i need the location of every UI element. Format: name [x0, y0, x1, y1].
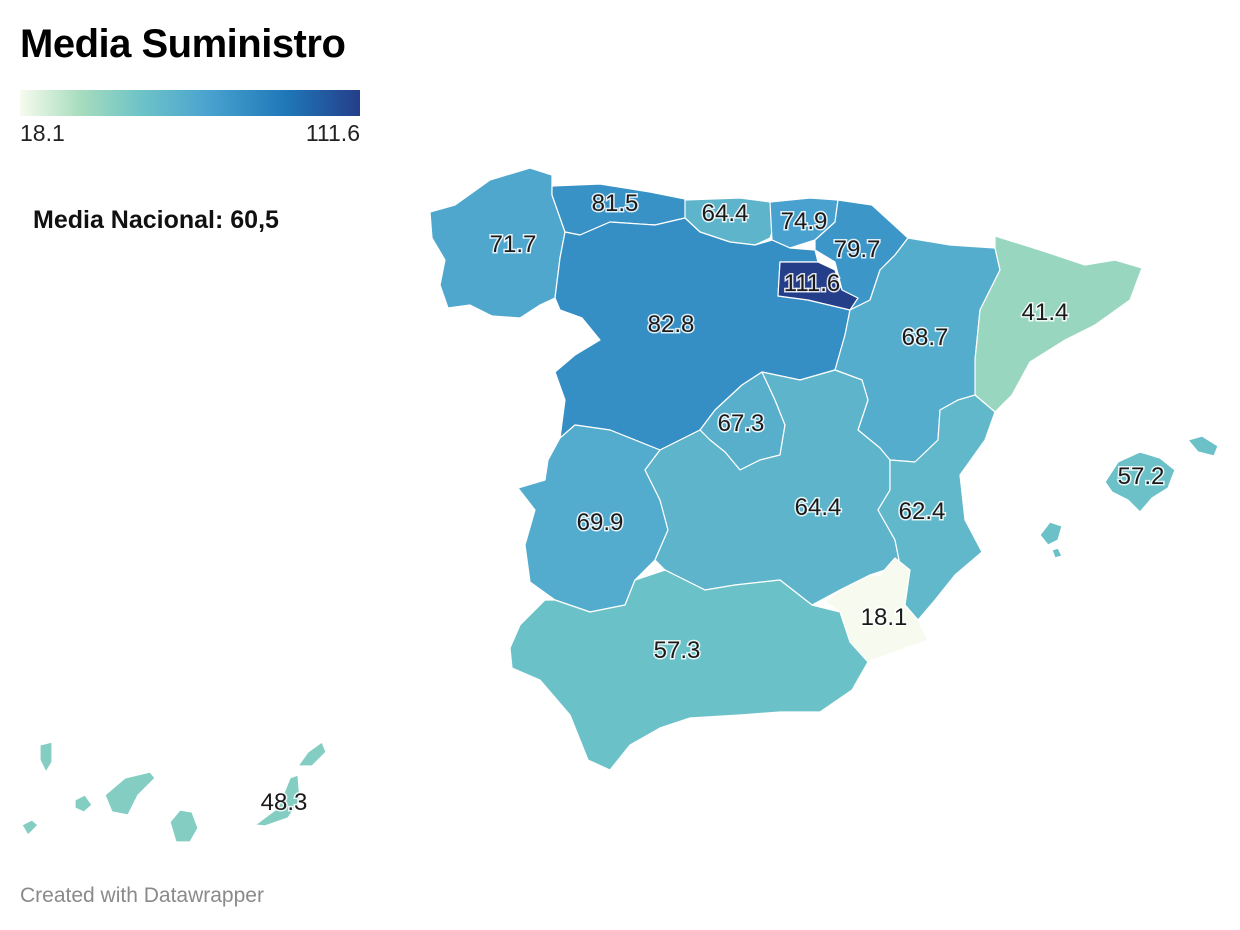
label-baleares: 57.2 — [1118, 463, 1165, 490]
region-baleares-ibiza[interactable] — [1039, 521, 1063, 546]
label-la-rioja: 111.6 — [784, 270, 841, 297]
region-canarias-lanzarote[interactable] — [297, 741, 327, 767]
region-la-rioja[interactable] — [777, 261, 859, 311]
label-pais-vasco: 74.9 — [781, 208, 828, 235]
legend-min-label: 18.1 — [20, 120, 65, 146]
label-madrid: 67.3 — [718, 410, 765, 437]
label-canarias: 48.3 — [261, 789, 308, 816]
region-baleares[interactable] — [1104, 451, 1176, 513]
label-asturias: 81.5 — [592, 190, 639, 217]
region-canarias-gran-canaria[interactable] — [169, 809, 199, 843]
label-valencia: 62.4 — [899, 498, 946, 525]
credit-text: Created with Datawrapper — [20, 884, 264, 907]
label-cantabria: 64.4 — [702, 200, 749, 227]
region-baleares-formentera[interactable] — [1051, 547, 1063, 559]
legend-max-label: 111.6 — [305, 120, 360, 146]
region-galicia[interactable] — [429, 167, 566, 319]
label-cataluna: 41.4 — [1022, 299, 1069, 326]
label-aragon: 68.7 — [902, 324, 949, 351]
region-canarias[interactable] — [104, 771, 156, 816]
region-canarias-la-gomera[interactable] — [74, 794, 93, 813]
region-canarias-fuerteventura[interactable] — [254, 774, 301, 827]
region-murcia[interactable] — [824, 557, 929, 663]
national-average-note: Media Nacional: 60,5 — [33, 206, 279, 234]
region-andalucia[interactable] — [509, 569, 869, 771]
region-baleares-menorca[interactable] — [1187, 435, 1219, 457]
map-title: Media Suministro — [20, 22, 346, 66]
label-murcia: 18.1 — [861, 604, 908, 631]
color-scale-legend — [20, 90, 360, 116]
region-cataluna[interactable] — [974, 235, 1143, 413]
label-navarra: 79.7 — [834, 236, 881, 263]
label-castilla-leon: 82.8 — [648, 311, 695, 338]
label-galicia: 71.7 — [490, 231, 537, 258]
label-andalucia: 57.3 — [654, 637, 701, 664]
label-castilla-la-mancha: 64.4 — [795, 494, 842, 521]
region-canarias-el-hierro[interactable] — [21, 819, 39, 836]
label-extremadura: 69.9 — [577, 509, 624, 536]
region-canarias-la-palma[interactable] — [39, 741, 53, 773]
